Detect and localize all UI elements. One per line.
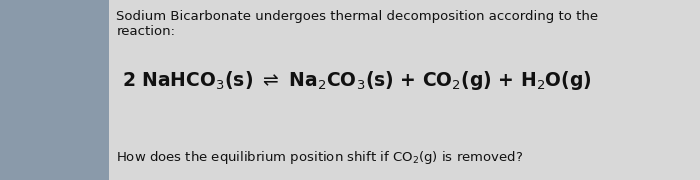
Text: How does the equilibrium position shift if CO$_2$(g) is removed?: How does the equilibrium position shift … xyxy=(116,150,524,166)
Text: reaction:: reaction: xyxy=(116,25,176,38)
Bar xyxy=(108,0,700,180)
Text: 2 NaHCO$_3$(s) $\rightleftharpoons$ Na$_2$CO$_3$(s) + CO$_2$(g) + H$_2$O(g): 2 NaHCO$_3$(s) $\rightleftharpoons$ Na$_… xyxy=(122,69,592,91)
Text: Sodium Bicarbonate undergoes thermal decomposition according to the: Sodium Bicarbonate undergoes thermal dec… xyxy=(116,10,598,23)
